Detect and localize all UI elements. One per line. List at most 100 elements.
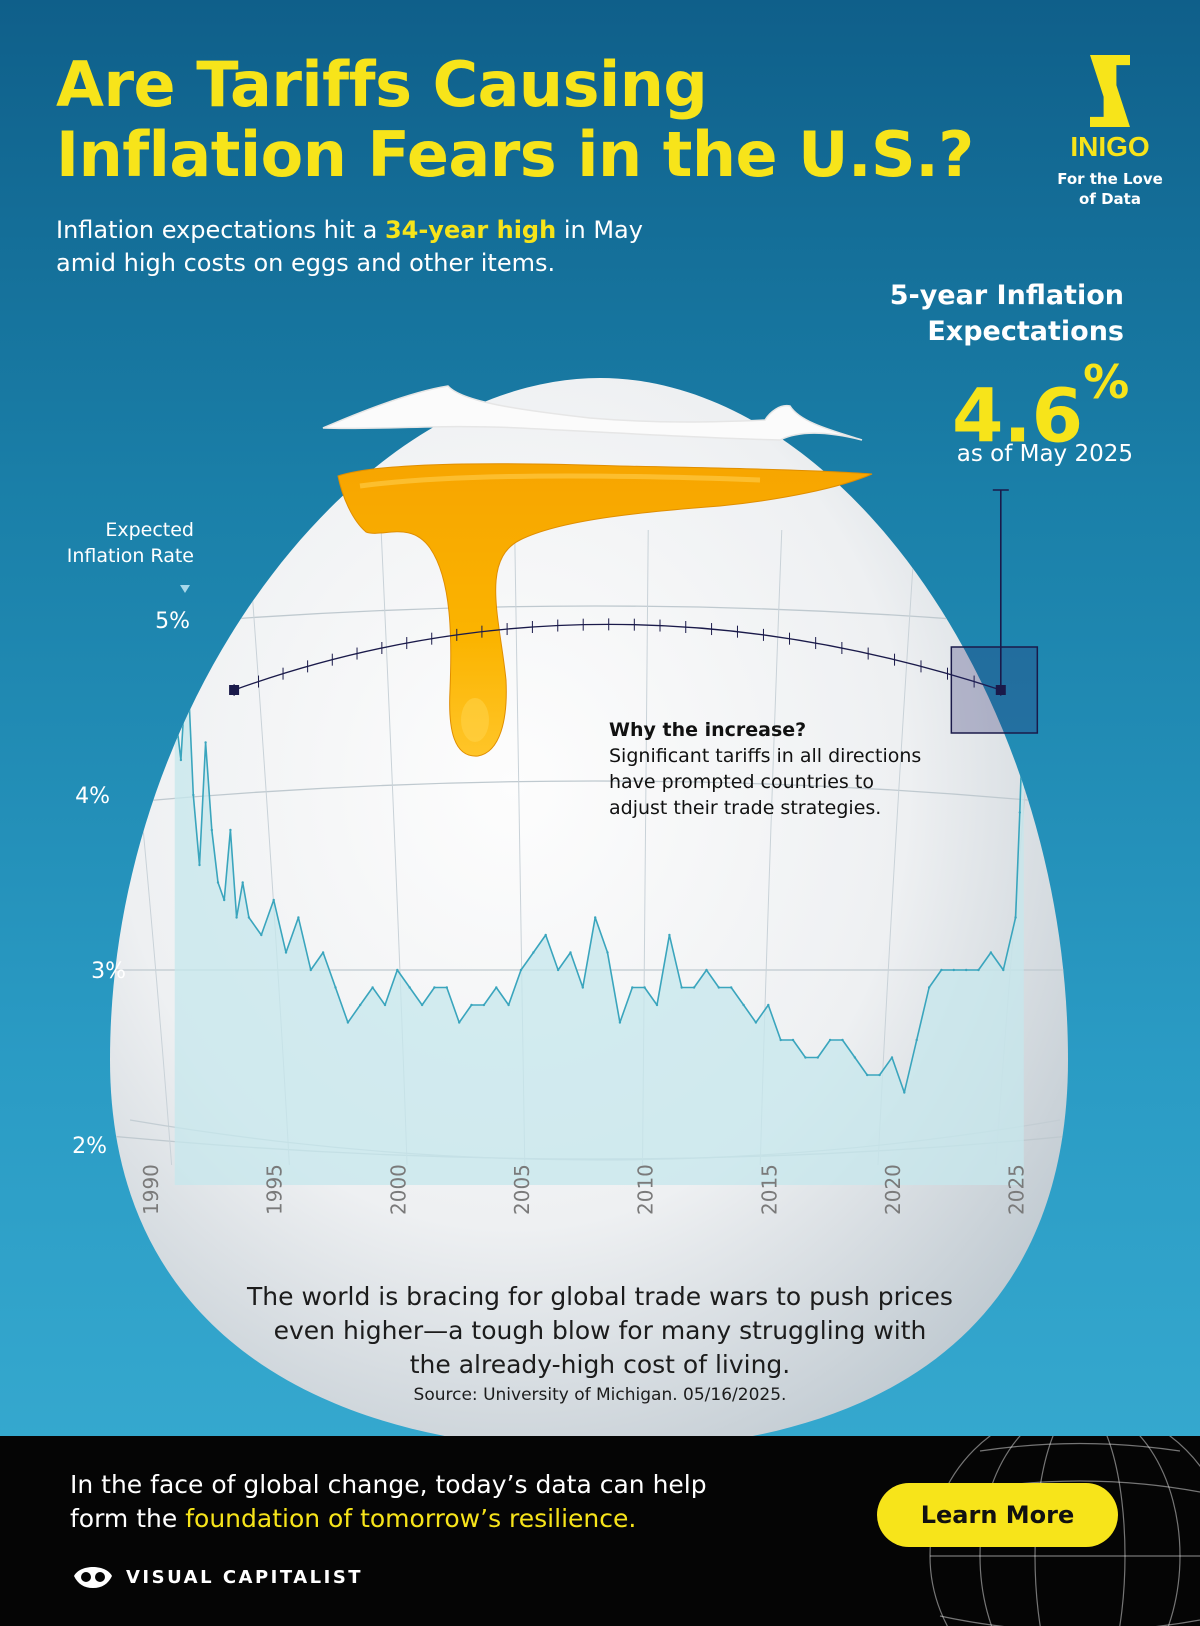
- data-point-40: [594, 916, 597, 919]
- stat-label: 5-year Inflation Expectations: [890, 278, 1124, 350]
- data-point-23: [383, 1003, 387, 1007]
- cracked-shell-rim: [322, 385, 863, 441]
- subtitle-line-2: amid high costs on eggs and other items.: [56, 249, 556, 277]
- data-point-26: [420, 1003, 424, 1007]
- x-tick-label-2020: 2020: [881, 1164, 905, 1215]
- x-tick-label-2025: 2025: [1005, 1164, 1029, 1215]
- data-point-37: [556, 968, 560, 972]
- data-point-10: [235, 916, 238, 919]
- data-point-20: [346, 1021, 350, 1024]
- visual-capitalist-brand[interactable]: VISUAL CAPITALIST: [72, 1562, 363, 1592]
- data-point-70: [965, 968, 968, 972]
- caption-pointer-icon: [180, 585, 190, 593]
- series-area: [174, 655, 1024, 1185]
- data-point-59: [828, 1038, 832, 1042]
- y-tick-label-5: 5%: [155, 609, 190, 634]
- data-point-61: [853, 1056, 857, 1059]
- data-point-67: [927, 986, 931, 989]
- x-tick-label-2010: 2010: [634, 1164, 658, 1215]
- data-point-19: [334, 986, 337, 989]
- data-point-1: [179, 758, 183, 762]
- subtitle: Inflation expectations hit a 34-year hig…: [56, 214, 643, 280]
- data-point-14: [272, 898, 275, 902]
- data-point-45: [655, 1003, 659, 1007]
- latest-highlight: [229, 489, 1039, 734]
- data-point-15: [284, 951, 288, 954]
- data-point-12: [247, 916, 251, 919]
- data-point-33: [507, 1003, 510, 1007]
- data-point-36: [544, 933, 547, 937]
- data-point-24: [396, 968, 399, 972]
- latest-highlight-box: [950, 646, 1039, 734]
- data-point-60: [841, 1038, 844, 1042]
- inigo-logo-icon: [1090, 55, 1130, 127]
- learn-more-button[interactable]: Learn More: [877, 1483, 1118, 1547]
- data-point-71: [977, 968, 980, 972]
- data-point-21: [359, 1003, 362, 1007]
- source-note: Source: University of Michigan. 05/16/20…: [413, 1385, 787, 1405]
- data-point-55: [779, 1038, 782, 1042]
- closing-note: The world is bracing for global trade wa…: [200, 1280, 1000, 1382]
- data-point-17: [309, 968, 312, 972]
- data-point-48: [692, 986, 696, 989]
- title-line-1: Are Tariffs Causing: [56, 48, 708, 121]
- data-point-28: [445, 986, 448, 989]
- footer-line-1: In the face of global change, today’s da…: [70, 1470, 707, 1499]
- gridline-y-4: [110, 780, 1068, 806]
- data-point-47: [680, 986, 683, 989]
- data-point-39: [581, 986, 584, 989]
- data-point-57: [804, 1056, 807, 1059]
- y-tick-label-4: 4%: [75, 784, 110, 809]
- page-title: Are Tariffs Causing Inflation Fears in t…: [56, 50, 974, 190]
- data-point-42: [618, 1021, 622, 1024]
- data-point-69: [952, 968, 955, 972]
- data-point-65: [903, 1091, 906, 1094]
- data-point-4: [198, 863, 201, 867]
- subtitle-highlight: 34-year high: [384, 216, 557, 244]
- data-point-53: [754, 1021, 758, 1024]
- annotation: Why the increase? Significant tariffs in…: [609, 717, 969, 821]
- footer-banner: In the face of global change, today’s da…: [0, 1436, 1200, 1626]
- data-point-66: [915, 1038, 918, 1042]
- logo-name: INIGO: [1070, 131, 1150, 162]
- data-point-50: [717, 986, 720, 989]
- data-point-68: [940, 968, 943, 972]
- data-point-41: [606, 951, 609, 954]
- data-point-49: [705, 968, 708, 972]
- data-point-29: [458, 1021, 461, 1024]
- subtitle-post: in May: [556, 216, 643, 244]
- inigo-logo[interactable]: INIGO For the Love of Data: [1050, 50, 1170, 209]
- data-point-56: [791, 1038, 795, 1042]
- annotation-line-3: adjust their trade strategies.: [609, 797, 882, 819]
- data-point-30: [470, 1003, 473, 1007]
- data-point-64: [890, 1056, 894, 1059]
- data-point-18: [321, 951, 325, 954]
- stat-as-of: as of May 2025: [956, 441, 1133, 467]
- footer-text: In the face of global change, today’s da…: [70, 1468, 707, 1536]
- footer-highlight: foundation of tomorrow’s resilience.: [185, 1504, 637, 1533]
- data-point-74: [1014, 916, 1017, 919]
- stat-unit: %: [1083, 355, 1130, 409]
- title-line-2: Inflation Fears in the U.S.?: [56, 118, 974, 191]
- visual-capitalist-logo-icon: [74, 1567, 112, 1588]
- data-point-34: [519, 968, 523, 972]
- data-point-2: [185, 653, 189, 657]
- y-axis-caption: Expected Inflation Rate: [67, 517, 194, 569]
- data-point-8: [223, 898, 226, 902]
- brand-name: VISUAL CAPITALIST: [126, 1566, 364, 1588]
- data-point-52: [742, 1003, 745, 1007]
- data-point-3: [192, 793, 195, 797]
- data-point-58: [816, 1056, 819, 1059]
- annotation-heading: Why the increase?: [609, 719, 807, 741]
- data-point-5: [204, 741, 207, 744]
- data-point-51: [730, 986, 733, 989]
- y-axis-caption-line-1: Expected: [105, 519, 194, 541]
- data-point-54: [767, 1003, 770, 1007]
- marker-1991-peak: [229, 685, 240, 695]
- data-point-25: [408, 986, 411, 989]
- data-point-62: [866, 1073, 869, 1077]
- data-point-63: [878, 1073, 881, 1077]
- annotation-line-1: Significant tariffs in all directions: [609, 745, 922, 767]
- axis-tick-labels: 2% 3% 4% 5% 1990 1995 2000 2005 2010 2015 2020 2025: [72, 609, 1029, 1215]
